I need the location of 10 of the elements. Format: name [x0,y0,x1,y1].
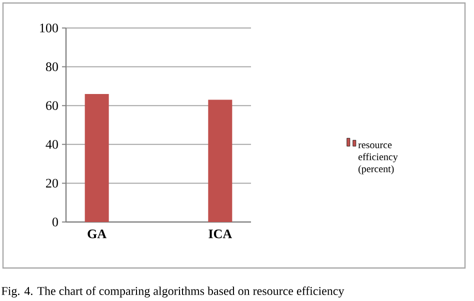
x-tick-label: ICA [208,230,232,238]
y-tick-label: 80 [46,62,58,72]
y-tick-label: 100 [40,24,58,32]
y-tick-label: 40 [46,140,58,149]
caption: Fig. 4. The chart of comparing algorithms based on resource efficiency [2,286,344,298]
legend-label: resource efficiency (percent) [358,143,398,174]
x-tick-label: GA [88,230,106,238]
y-tick-label: 60 [46,101,58,110]
y-tick-label: 20 [46,178,58,188]
y-tick-label: 0 [52,218,58,226]
